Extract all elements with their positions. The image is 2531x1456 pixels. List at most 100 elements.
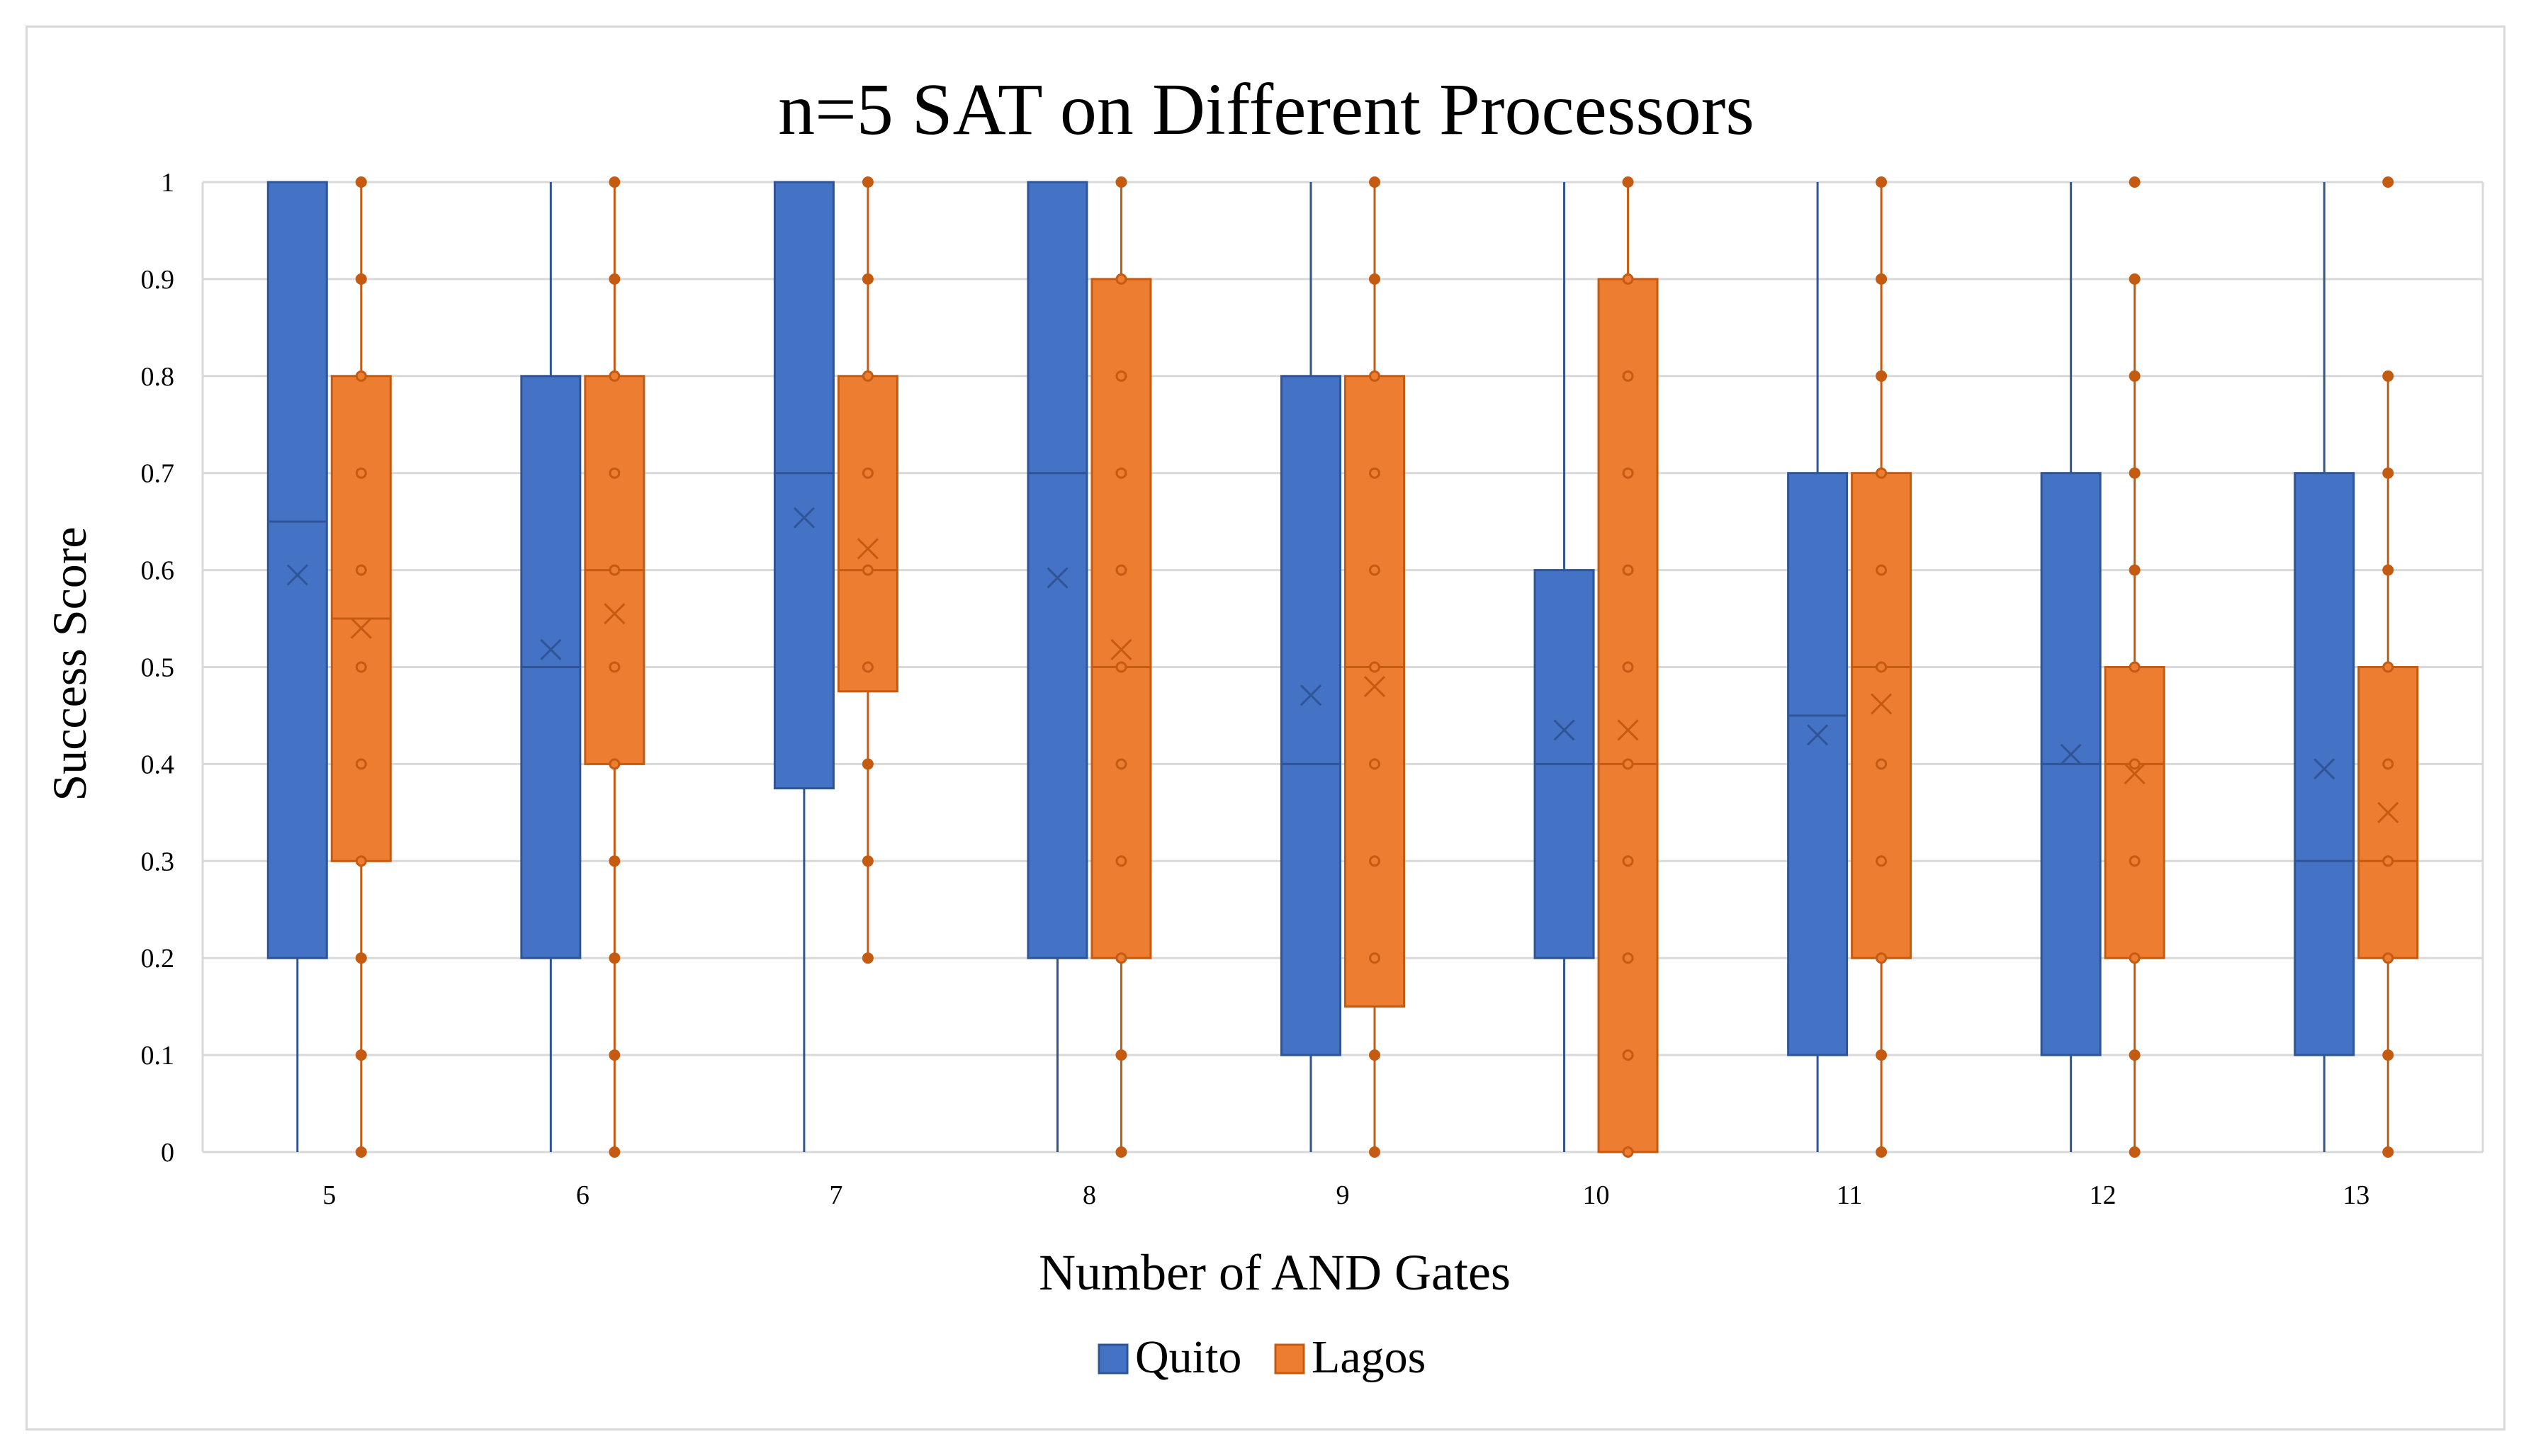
- x-axis-label: Number of AND Gates: [1039, 1244, 1511, 1301]
- data-point: [1369, 855, 1380, 867]
- mean-marker: [540, 638, 562, 660]
- data-point: [355, 758, 367, 770]
- x-tick-label: 6: [576, 1180, 590, 1210]
- data-point: [1115, 1049, 1127, 1061]
- data-point: [2129, 952, 2141, 964]
- data-point: [1622, 564, 1634, 576]
- box-lagos-13: [2357, 176, 2419, 1158]
- data-point: [2129, 758, 2141, 770]
- y-tick-label: 0.4: [141, 750, 175, 779]
- box-lagos-5: [330, 176, 392, 1158]
- data-point: [1369, 176, 1380, 188]
- data-point: [862, 661, 874, 673]
- mean-marker: [350, 617, 372, 639]
- legend-item-lagos[interactable]: Lagos: [1274, 1331, 1426, 1383]
- box-iqr: [2294, 472, 2355, 1056]
- data-point: [1622, 952, 1634, 964]
- mean-marker: [1807, 724, 1829, 746]
- mean-marker: [1871, 693, 1893, 715]
- data-point: [609, 564, 621, 576]
- data-point: [2129, 467, 2141, 479]
- data-point: [1115, 952, 1127, 964]
- box-iqr: [1090, 278, 1152, 959]
- y-tick-label: 0.9: [141, 265, 175, 295]
- y-tick-label: 0.8: [141, 362, 175, 392]
- legend-item-quito[interactable]: Quito: [1098, 1331, 1241, 1383]
- data-point: [355, 176, 367, 188]
- box-quito-7: [773, 181, 835, 1152]
- box-iqr: [2104, 666, 2165, 959]
- box-series: [266, 176, 2419, 1158]
- mean-marker: [857, 538, 879, 560]
- x-axis-ticks: 5 6 7 8 9 10 11 12 13: [322, 1180, 2369, 1210]
- data-point: [355, 1049, 367, 1061]
- y-tick-label: 0.3: [141, 847, 175, 876]
- data-point: [2129, 176, 2141, 188]
- data-point: [2129, 370, 2141, 382]
- x-tick-label: 13: [2343, 1180, 2369, 1210]
- data-point: [2129, 661, 2141, 673]
- data-point: [2382, 564, 2394, 576]
- box-quito-13: [2294, 182, 2355, 1152]
- data-point: [609, 758, 621, 770]
- data-point: [862, 855, 874, 867]
- data-point: [1115, 467, 1127, 479]
- box-iqr: [1280, 375, 1341, 1056]
- box-iqr: [773, 181, 835, 790]
- box-quito-9: [1280, 182, 1341, 1152]
- data-point: [862, 758, 874, 770]
- data-point: [355, 855, 367, 867]
- data-point: [609, 855, 621, 867]
- box-iqr: [1787, 472, 1849, 1056]
- data-point: [355, 564, 367, 576]
- data-point: [1622, 370, 1634, 382]
- data-point: [1115, 176, 1127, 188]
- data-point: [1369, 758, 1380, 770]
- data-point: [1622, 855, 1634, 867]
- box-iqr: [1344, 375, 1405, 1008]
- data-point: [2129, 564, 2141, 576]
- data-point: [1876, 176, 1888, 188]
- legend-label-lagos: Lagos: [1312, 1331, 1426, 1383]
- data-point: [1115, 273, 1127, 285]
- mean-marker: [1110, 638, 1132, 660]
- data-point: [1115, 855, 1127, 867]
- data-point: [1369, 467, 1380, 479]
- box-lagos-6: [584, 176, 646, 1158]
- data-point: [1876, 1049, 1888, 1061]
- mean-marker: [2124, 763, 2146, 785]
- y-tick-label: 0.6: [141, 556, 175, 586]
- data-point: [1876, 758, 1888, 770]
- data-point: [1369, 952, 1380, 964]
- legend: Quito Lagos: [1098, 1331, 1426, 1383]
- box-lagos-8: [1090, 176, 1152, 1158]
- box-lagos-10: [1597, 176, 1659, 1158]
- legend-swatch-lagos: [1274, 1343, 1305, 1375]
- chart-title: n=5 SAT on Different Processors: [778, 69, 1754, 150]
- data-point: [2382, 1146, 2394, 1158]
- x-tick-label: 11: [1837, 1180, 1863, 1210]
- data-point: [1115, 370, 1127, 382]
- data-point: [2382, 1049, 2394, 1061]
- data-point: [862, 467, 874, 479]
- y-tick-label: 1: [161, 168, 174, 198]
- data-point: [609, 1146, 621, 1158]
- y-axis-label: Success Score: [43, 526, 96, 801]
- x-tick-label: 10: [1583, 1180, 1610, 1210]
- data-point: [609, 370, 621, 382]
- box-iqr: [1851, 472, 1912, 959]
- data-point: [355, 952, 367, 964]
- data-point: [2382, 855, 2394, 867]
- data-point: [609, 176, 621, 188]
- data-point: [2129, 273, 2141, 285]
- data-point: [1369, 564, 1380, 576]
- box-quito-5: [266, 181, 328, 1152]
- data-point: [355, 661, 367, 673]
- box-lagos-9: [1344, 176, 1405, 1158]
- data-point: [1115, 564, 1127, 576]
- y-tick-label: 0.1: [141, 1041, 175, 1071]
- y-tick-label: 0.5: [141, 653, 175, 683]
- data-point: [2382, 952, 2394, 964]
- data-point: [1876, 273, 1888, 285]
- data-point: [2129, 1049, 2141, 1061]
